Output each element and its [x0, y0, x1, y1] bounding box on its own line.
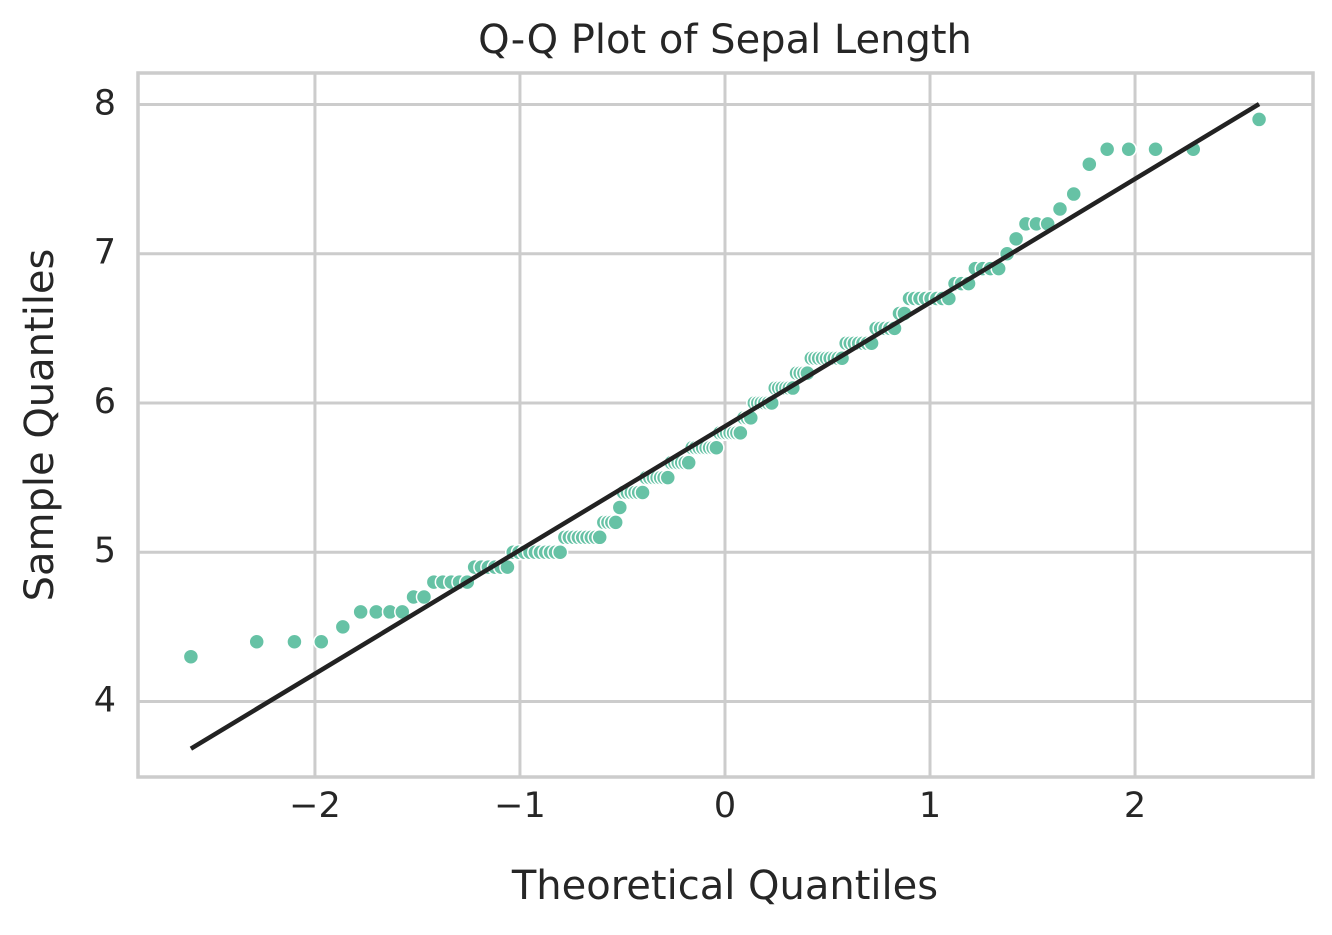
x-tick-label: −2: [289, 786, 341, 826]
y-axis-label: Sample Quantiles: [17, 249, 63, 602]
data-point: [659, 469, 677, 486]
data-point: [415, 588, 433, 606]
data-point: [313, 633, 330, 651]
data-point: [591, 529, 608, 546]
x-tick-label: 2: [1124, 786, 1146, 826]
data-point: [286, 633, 303, 651]
data-point: [1007, 230, 1025, 248]
x-tick-label: 0: [714, 786, 736, 826]
data-point: [607, 514, 624, 531]
y-tick-label: 4: [94, 680, 116, 720]
data-point: [182, 648, 200, 665]
y-tick-label: 6: [94, 382, 116, 422]
data-point: [1065, 185, 1082, 203]
data-point: [334, 618, 352, 636]
data-point: [634, 484, 651, 501]
data-point: [708, 439, 725, 457]
data-point: [551, 543, 569, 561]
data-point: [1051, 200, 1069, 218]
data-point: [1250, 111, 1268, 128]
data-point: [1147, 141, 1164, 158]
chart-title: Q-Q Plot of Sepal Length: [478, 17, 972, 63]
data-point: [732, 424, 749, 442]
x-tick-label: 1: [919, 786, 941, 826]
data-point: [352, 603, 369, 621]
x-tick-label: −1: [494, 786, 546, 826]
data-point: [680, 454, 697, 471]
fit-line: [189, 102, 1261, 751]
y-tick-label: 7: [94, 233, 116, 273]
data-point: [1098, 141, 1116, 158]
data-point: [248, 633, 265, 651]
plot-frame: [136, 71, 1315, 779]
x-axis-label: Theoretical Quantiles: [511, 863, 938, 909]
data-point: [611, 499, 629, 516]
y-tick-label: 5: [94, 531, 116, 571]
data-point: [1120, 141, 1137, 158]
data-point: [1081, 155, 1098, 173]
y-tick-label: 8: [94, 83, 116, 123]
data-point: [367, 603, 385, 621]
